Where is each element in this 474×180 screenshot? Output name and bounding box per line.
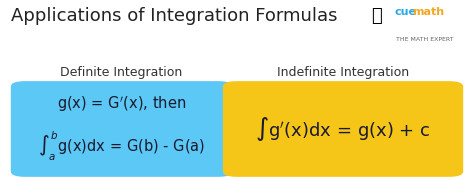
Text: $\int$g$'$(x)dx = g(x) + c: $\int$g$'$(x)dx = g(x) + c [255, 115, 431, 143]
Text: $\int_a^b$g(x)dx = G(b) - G(a): $\int_a^b$g(x)dx = G(b) - G(a) [38, 130, 205, 163]
Text: math: math [412, 7, 445, 17]
FancyBboxPatch shape [223, 81, 463, 177]
Text: 🚀: 🚀 [371, 7, 382, 25]
Text: Definite Integration: Definite Integration [60, 66, 182, 79]
FancyBboxPatch shape [11, 81, 232, 177]
Text: cue: cue [395, 7, 417, 17]
Text: Indefinite Integration: Indefinite Integration [277, 66, 409, 79]
Text: THE MATH EXPERT: THE MATH EXPERT [396, 37, 454, 42]
Text: Applications of Integration Formulas: Applications of Integration Formulas [11, 7, 337, 25]
Text: g(x) = G$'$(x), then: g(x) = G$'$(x), then [57, 94, 186, 114]
